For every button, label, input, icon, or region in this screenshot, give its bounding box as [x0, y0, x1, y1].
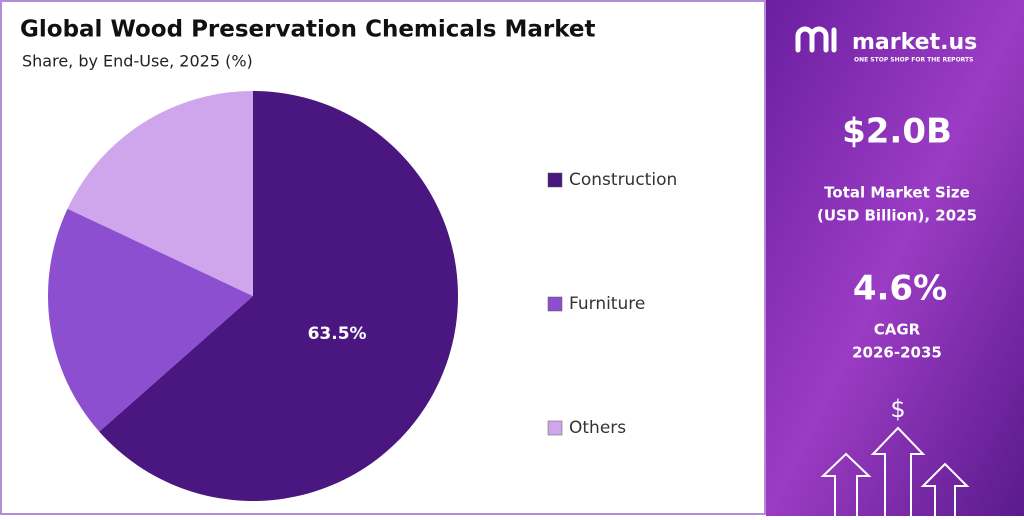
brand: market.us — [852, 30, 977, 55]
tagline: ONE STOP SHOP FOR THE REPORTS — [854, 57, 973, 64]
chart-title: Global Wood Preservation Chemicals Marke… — [20, 17, 596, 43]
pie-slice — [99, 91, 458, 501]
pie: 63.5% — [47, 91, 458, 501]
legend-label: Others — [569, 418, 626, 438]
data-label: 63.5% — [308, 324, 367, 344]
legend-swatch — [547, 172, 563, 188]
legend: Construction Furniture Others — [547, 170, 677, 438]
cagr-label: CAGR — [874, 321, 921, 339]
arrows-icon — [820, 426, 970, 516]
market-size-label: Total Market Size — [824, 184, 970, 202]
cagr-value: 4.6% — [853, 269, 947, 309]
chart-subtitle: Share, by End-Use, 2025 (%) — [22, 52, 253, 71]
market-size: $2.0B — [842, 112, 952, 152]
market-size-label: (USD Billion), 2025 — [817, 207, 977, 225]
cagr-period: 2026-2035 — [852, 344, 942, 362]
info-panel — [766, 0, 1024, 516]
legend-swatch — [547, 296, 563, 312]
logo — [795, 26, 837, 53]
legend-label: Furniture — [569, 294, 645, 314]
pie-slice — [67, 91, 253, 296]
legend-swatch — [547, 420, 563, 436]
legend-label: Construction — [569, 170, 677, 190]
icon-symbol: $ — [890, 395, 905, 423]
pie-slice — [47, 208, 253, 432]
